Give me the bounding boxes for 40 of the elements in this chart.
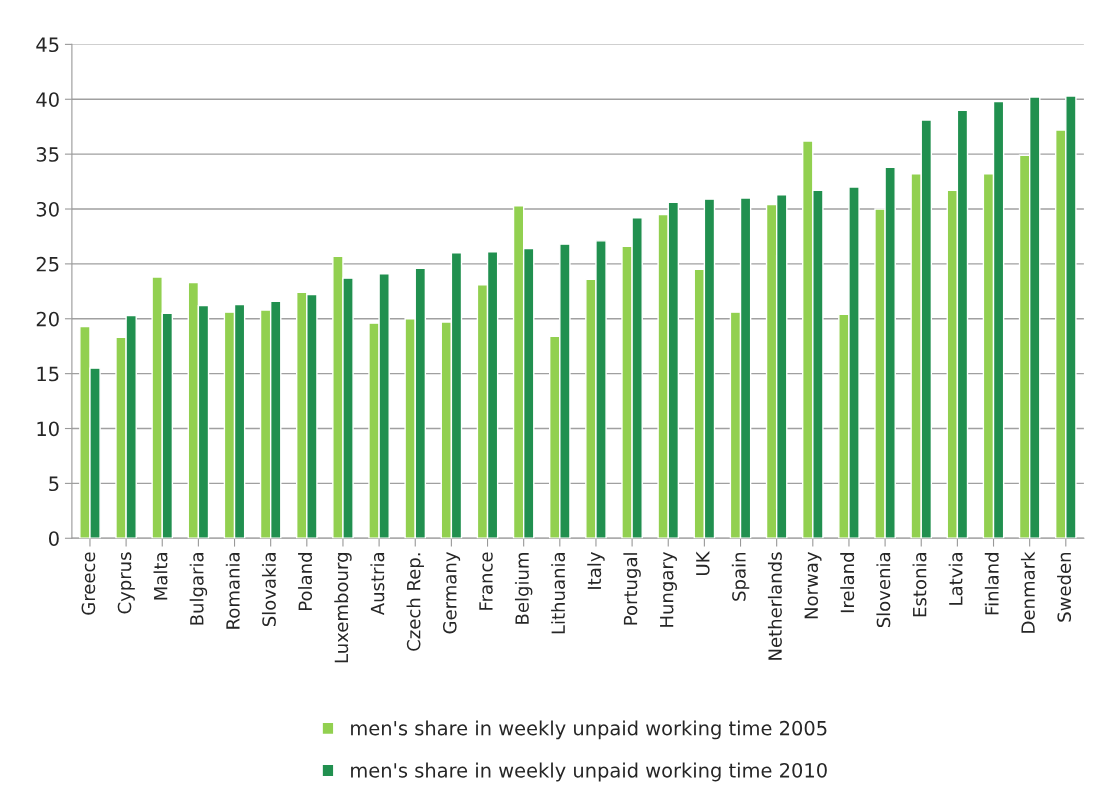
x-tick-label: Ireland	[840, 553, 855, 613]
x-tick-label: Greece	[81, 552, 96, 615]
x-tick-label: Cyprus	[117, 552, 135, 614]
x-tick-label: Sweden	[1057, 553, 1072, 622]
x-tick-label: Romania	[225, 553, 240, 629]
x-tick-label: Poland	[298, 553, 313, 610]
x-tick-label: Slovakia	[261, 553, 276, 627]
x-tick-label: Bulgaria	[189, 553, 208, 625]
x-tick-label: Czech Rep.	[406, 553, 424, 651]
y-tick-label: 20	[36, 311, 59, 327]
x-tick-label: Austria	[370, 553, 385, 616]
y-tick-label: 35	[36, 147, 59, 162]
legend-label: men's share in weekly unpaid working time 2010	[351, 762, 827, 782]
x-tick-label: Lithuania	[551, 553, 566, 634]
x-tick-label: Netherlands	[767, 552, 782, 660]
y-tick-label: 30	[36, 201, 59, 217]
x-tick-label: Malta	[153, 553, 168, 600]
x-tick-label: UK	[696, 551, 710, 575]
x-tick-label: Denmark	[1020, 551, 1035, 633]
y-tick-label: 40	[36, 92, 59, 107]
x-tick-label: Germany	[442, 552, 461, 634]
x-tick-label: Estonia	[912, 553, 927, 617]
y-tick-label: 25	[36, 256, 59, 272]
x-tick-label: France	[479, 552, 493, 610]
y-tick-label: 0	[49, 531, 59, 546]
y-tick-label: 10	[37, 421, 59, 437]
x-tick-label: Luxembourg	[334, 553, 352, 663]
x-tick-label: Italy	[587, 552, 605, 589]
x-tick-label: Finland	[984, 553, 999, 615]
x-tick-label: Slovenia	[876, 553, 891, 628]
x-tick-label: Portugal	[623, 553, 641, 625]
x-tick-label: Latvia	[948, 553, 963, 605]
x-tick-label: Spain	[731, 553, 750, 601]
x-tick-label: Norway	[804, 552, 822, 619]
x-tick-label: Hungary	[660, 552, 677, 627]
x-tick-label: Belgium	[514, 553, 533, 624]
y-tick-label: 15	[37, 366, 59, 382]
y-tick-label: 45	[36, 37, 59, 53]
y-tick-label: 5	[49, 476, 59, 492]
legend-label: men's share in weekly unpaid working time 2005	[351, 720, 827, 740]
